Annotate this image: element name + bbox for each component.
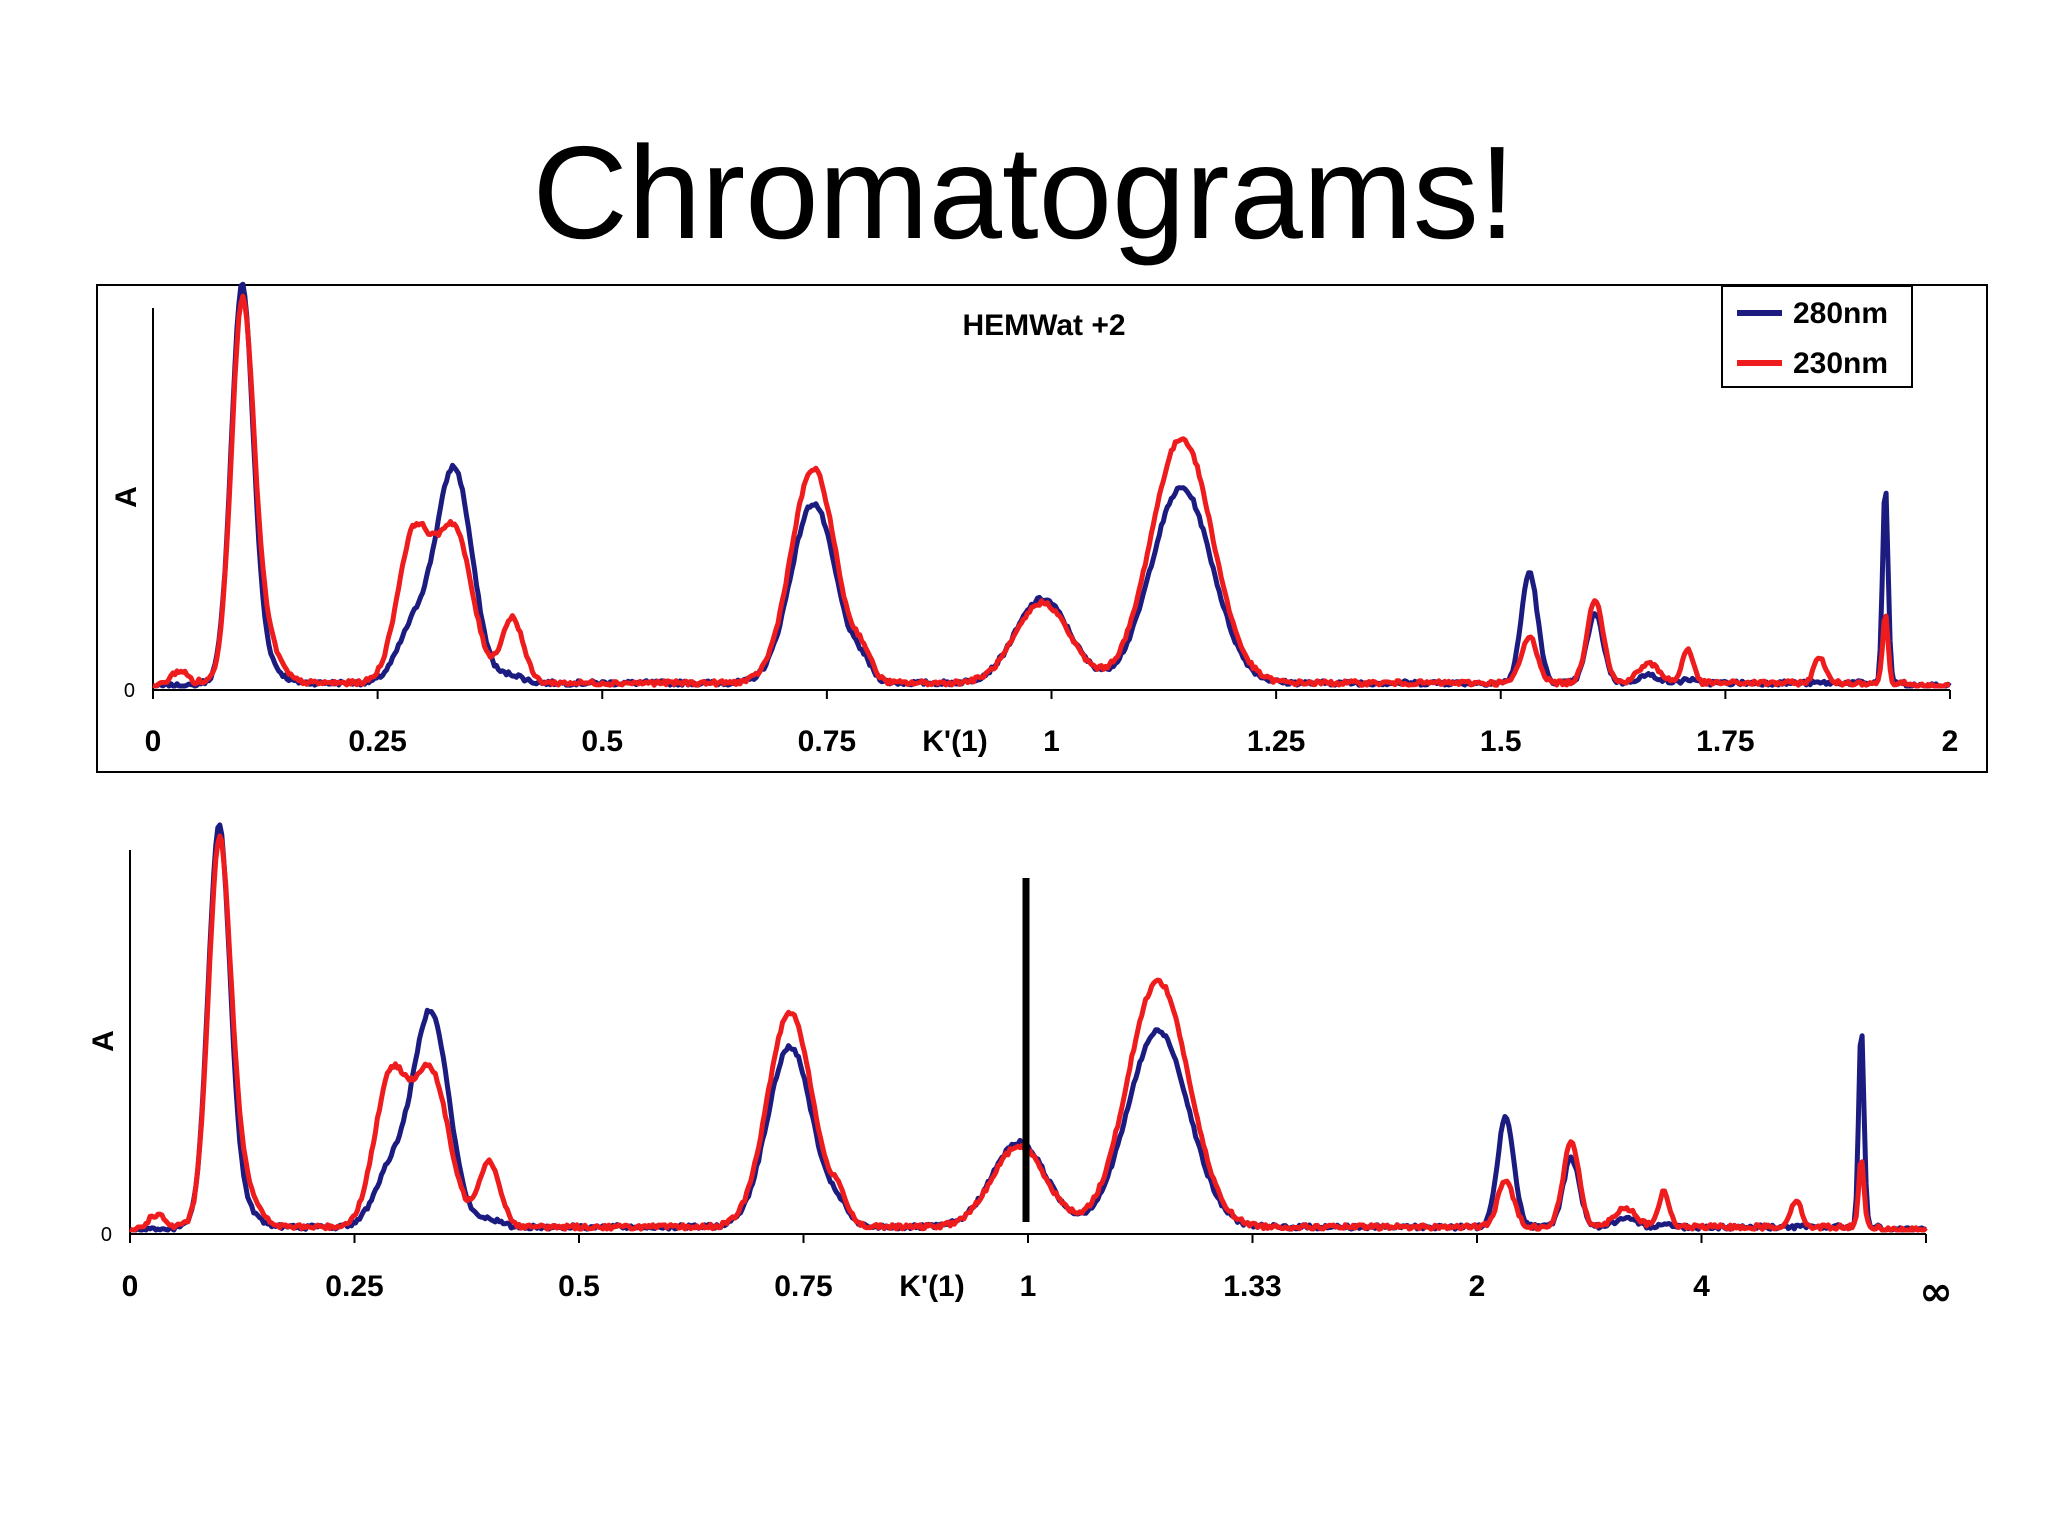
bottom-y-zero-label: 0 bbox=[101, 1224, 112, 1246]
top-series-280nm bbox=[152, 281, 1952, 689]
legend-label-280nm: 280nm bbox=[1793, 297, 1888, 330]
bottom-x-ticks: 0 0.25 0.5 0.75 1 1.33 2 4 ∞ bbox=[122, 1234, 1953, 1315]
top-series-group bbox=[152, 281, 1952, 689]
top-x-tick-label: 0.75 bbox=[798, 725, 856, 758]
bottom-x-tick-label: 1 bbox=[1020, 1270, 1037, 1303]
bottom-x-axis-label: K'(1) bbox=[899, 1270, 964, 1303]
top-series-230nm bbox=[152, 293, 1951, 689]
bottom-x-tick-label: 0.75 bbox=[774, 1270, 832, 1303]
bottom-x-tick-label: 4 bbox=[1693, 1270, 1710, 1303]
top-x-tick-label: 1 bbox=[1043, 725, 1060, 758]
top-x-tick-label: 2 bbox=[1942, 725, 1959, 758]
top-x-ticks: 0 0.25 0.5 0.75 1 1.25 1.5 1.75 2 bbox=[145, 690, 1959, 758]
top-x-tick-label: 0.5 bbox=[581, 725, 623, 758]
legend-label-230nm: 230nm bbox=[1793, 347, 1888, 380]
top-chart-title: HEMWat +2 bbox=[962, 309, 1125, 342]
top-chart-frame bbox=[96, 284, 1988, 773]
bottom-x-tick-label: 2 bbox=[1469, 1270, 1486, 1303]
bottom-y-axis-label: A bbox=[87, 1030, 120, 1052]
bottom-x-tick-label: 0.25 bbox=[325, 1270, 383, 1303]
top-y-axis-label: A bbox=[110, 486, 143, 508]
top-x-tick-label: 1.75 bbox=[1696, 725, 1754, 758]
top-x-tick-label: 1.5 bbox=[1480, 725, 1522, 758]
bottom-x-tick-label: 0 bbox=[122, 1270, 139, 1303]
slide-title: Chromatograms! bbox=[532, 119, 1516, 266]
bottom-x-tick-label: 0.5 bbox=[558, 1270, 600, 1303]
legend: 280nm 230nm bbox=[1721, 285, 1913, 388]
bottom-x-tick-label: ∞ bbox=[1919, 1269, 1952, 1315]
top-x-tick-label: 1.25 bbox=[1247, 725, 1305, 758]
top-x-tick-label: 0 bbox=[145, 725, 162, 758]
top-x-tick-label: 0.25 bbox=[348, 725, 406, 758]
top-x-axis-label: K'(1) bbox=[922, 725, 987, 758]
legend-box bbox=[1721, 285, 1913, 388]
bottom-x-tick-label: 1.33 bbox=[1223, 1270, 1281, 1303]
top-y-zero-label: 0 bbox=[124, 680, 135, 702]
